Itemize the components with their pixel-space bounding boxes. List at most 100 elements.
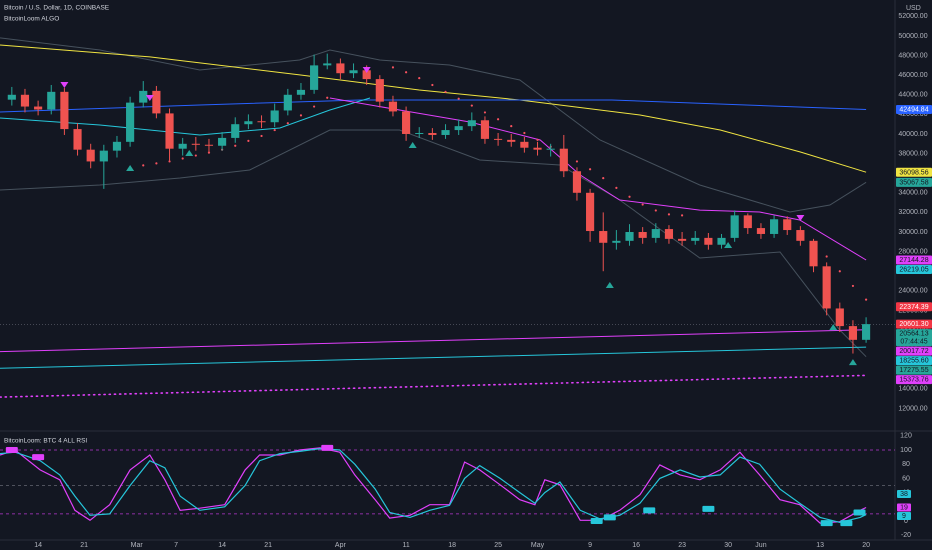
rsi-tick-label: 120 [900,433,912,440]
candle-body [756,228,766,234]
price-label: 15373.76 [899,377,928,384]
price-label-box [896,346,932,356]
candle-body [638,232,647,238]
candle-body [191,143,200,145]
candle-body [730,215,739,238]
candle-body [178,143,187,149]
sar-dot [667,213,671,216]
rsi-tick-label: 0 [904,518,908,525]
indicator-line [0,37,867,213]
price-label: 36098.56 [899,169,928,176]
candle-body [796,230,805,241]
candle-body [323,63,332,66]
sar-dot [628,195,631,198]
price-label: 35067.58 [899,179,928,186]
y-tick-label: 24000.00 [898,288,927,295]
y-tick-label: 44000.00 [898,92,927,99]
axes: 12000.0014000.0016000.0018000.0020000.00… [34,13,932,549]
candle-body [139,90,148,103]
rsi-pane [0,444,895,527]
x-tick-label: Jun [755,542,766,549]
sell-marker [321,444,334,451]
candle-body [691,237,700,241]
candle-body [651,229,660,238]
sar-dot [470,104,473,107]
sar-dot [234,144,237,147]
rsi-line [0,447,867,524]
candle-body [7,94,16,100]
price-label-box [896,177,932,187]
price-label-box [896,365,932,375]
y-axis-label: USD [906,5,921,12]
buy-signal [724,242,733,249]
y-tick-label: 38000.00 [898,150,927,157]
sar-dot [444,90,447,93]
rsi-tick-label: 100 [900,447,912,454]
candle-body [283,94,292,111]
sar-dot [247,139,250,142]
buy-signal [185,150,194,157]
sar-dot [391,66,395,69]
rsi-tick-label: 60 [902,475,910,482]
x-tick-label: 16 [632,542,640,549]
price-label-box [896,375,932,385]
y-tick-label: 52000.00 [898,13,927,20]
sell-marker [5,447,18,454]
price-label: 20601.30 [899,321,928,328]
y-tick-label: 34000.00 [898,190,927,197]
sell-signal [145,95,154,102]
rsi-value-label: 9 [902,513,906,520]
candle-body [664,229,674,239]
x-tick-label: 7 [174,542,178,549]
x-tick-label: 20 [862,542,870,549]
candle-body [231,124,240,138]
candle-body [559,148,568,172]
sar-dot [615,186,618,189]
price-label-box [896,329,932,347]
x-tick-label: 30 [724,542,732,549]
sell-marker [32,454,45,461]
sar-dot [680,214,684,217]
sar-dot [418,77,421,80]
sell-signal [362,66,371,73]
candle-body [862,324,871,340]
rsi-tick-label: 80 [902,461,910,468]
x-tick-label: 23 [678,542,686,549]
y-tick-label: 40000.00 [898,131,927,138]
sar-dot [260,134,263,138]
candle-body [362,70,371,80]
candle-body [415,133,424,135]
sar-dot [536,138,539,141]
sar-dot [168,160,171,163]
sar-dot [326,96,329,99]
candle-body [625,232,634,241]
y-tick-label: 50000.00 [898,33,927,40]
price-label-box [896,255,932,265]
candle-body [112,141,122,151]
candle-body [73,129,82,150]
y-tick-label: 12000.00 [898,405,927,412]
indicator-line [0,329,867,353]
x-tick-label: 14 [218,542,226,549]
sar-dot [313,105,316,108]
candle-body [34,106,43,110]
rsi-value-box [897,503,911,512]
sar-dot [273,128,276,132]
rsi-tick-label: -20 [901,532,911,539]
candle-body [822,266,831,309]
candle-body [809,240,818,267]
sar-dot [483,111,487,114]
candle-body [546,148,555,150]
sar-dot [142,164,145,167]
candle-body [375,79,384,102]
candle-body [454,126,463,131]
rsi-title: BitcoinLoom: BTC 4 ALL RSI [4,438,87,445]
candle-body [47,91,56,110]
candle-body [428,133,437,135]
y-tick-label: 14000.00 [898,386,927,393]
sar-dot [654,209,657,212]
price-label-box [896,356,932,366]
price-label: 20564.13 [899,331,928,338]
rsi-value-box [897,512,911,521]
